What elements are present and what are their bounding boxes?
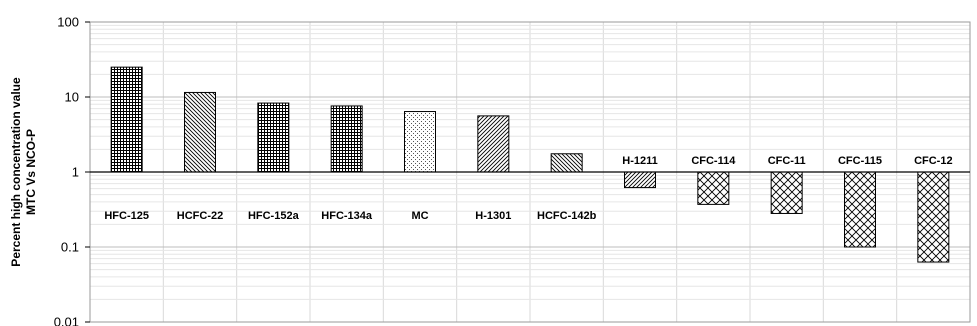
category-label: MC [411,210,428,222]
y-tick-label: 0.01 [54,315,79,326]
category-label: HFC-134a [321,210,373,222]
y-axis-label-line1: Percent high concentration value [9,77,23,267]
y-tick-label: 100 [57,15,79,30]
category-label: CFC-11 [768,155,806,167]
bar-hcfc-142b [550,153,583,173]
category-label: HFC-152a [248,210,300,222]
category-label: CFC-12 [914,155,953,167]
bar-hcfc-22 [184,91,216,173]
bars [110,66,950,263]
bar-cfc-114 [697,171,730,205]
y-axis-label-line2: MTC Vs NCO-P [24,129,38,215]
bar-h-1211 [624,171,656,189]
category-label: HCFC-142b [537,210,597,222]
category-label: H-1211 [622,155,657,167]
category-label: CFC-114 [691,155,736,167]
category-label: H-1301 [475,210,511,222]
bar-cfc-12 [917,171,950,263]
category-label: CFC-115 [838,155,882,167]
category-label: HCFC-22 [177,210,223,222]
y-axis-ticks: 100 10 1 0.1 0.01 [54,15,90,326]
y-tick-label: 10 [65,90,79,105]
bar-cfc-11 [770,171,803,214]
bar-hfc-125 [110,66,143,173]
bar-cfc-115 [844,171,876,248]
bar-h-1301 [477,115,510,173]
y-tick-label: 1 [72,165,79,180]
category-label: HFC-125 [104,210,149,222]
bar-hfc-152a [257,102,290,173]
category-labels: HFC-125 HCFC-22 HFC-152a HFC-134a MC H-1301 HC… [104,155,952,222]
bar-hfc-134a [330,105,363,173]
bar-mc [404,111,436,173]
y-tick-label: 0.1 [61,240,79,255]
